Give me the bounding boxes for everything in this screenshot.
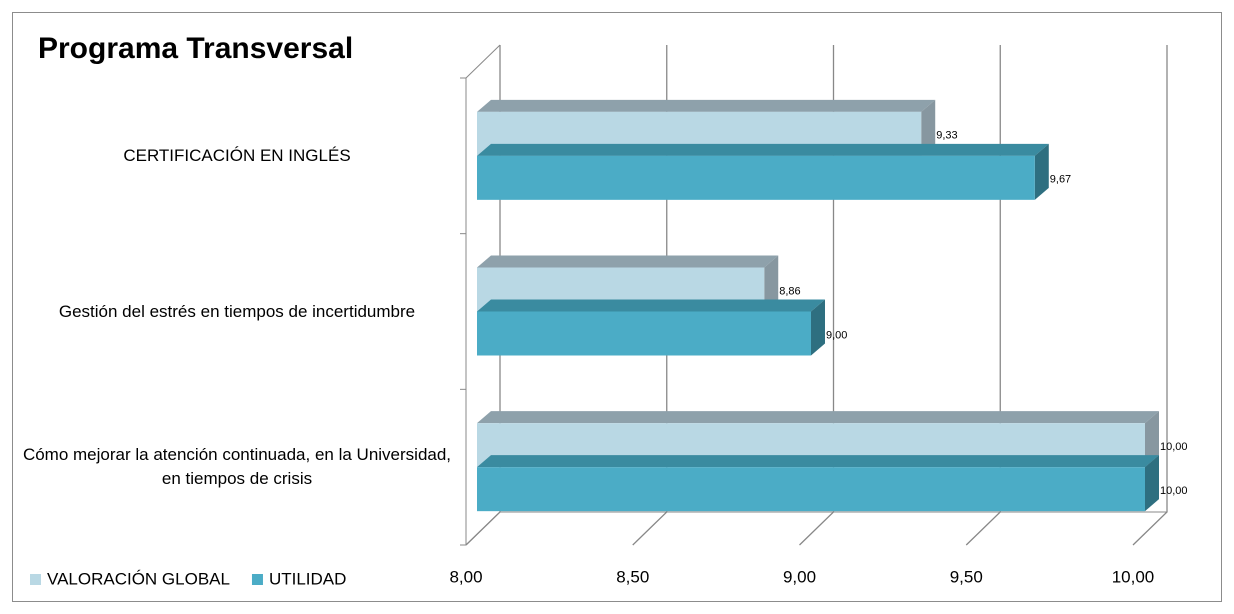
- bar-side: [921, 99, 936, 156]
- value-label: 10,00: [1160, 441, 1188, 453]
- grid-line: [465, 45, 501, 546]
- bar-top: [477, 255, 779, 268]
- bar-side: [1034, 143, 1049, 200]
- value-label: 9,00: [826, 329, 847, 341]
- bar-side: [1145, 455, 1159, 512]
- bar-side: [811, 299, 825, 356]
- y-tick-label: Gestión del estrés en tiempos de incerti…: [58, 301, 416, 321]
- y-tick-label: CERTIFICACIÓN EN INGLÉS: [123, 145, 351, 165]
- value-label: 8,86: [779, 285, 800, 297]
- y-tick-label: Cómo mejorar la atención continuada, en …: [22, 445, 452, 489]
- bar: [477, 467, 1145, 512]
- bar-top: [477, 455, 1159, 468]
- bar-top: [477, 99, 936, 112]
- legend-label: UTILIDAD: [269, 569, 346, 588]
- wall-edge: [465, 44, 501, 79]
- grid-line: [632, 45, 668, 546]
- bar: [477, 311, 811, 356]
- bar-top: [477, 411, 1159, 424]
- value-label: 9,33: [936, 130, 957, 142]
- legend-swatch: [251, 574, 263, 585]
- x-tick-label: 8,00: [449, 567, 482, 586]
- bar-side: [764, 255, 779, 312]
- bar: [477, 155, 1035, 200]
- x-tick-label: 8,50: [616, 567, 649, 586]
- bar-top: [477, 299, 825, 312]
- grid-line: [1132, 45, 1168, 546]
- grid-line: [799, 45, 835, 546]
- x-tick-label: 9,50: [950, 567, 983, 586]
- chart-title: Programa Transversal: [38, 32, 353, 65]
- grid-line: [965, 45, 1001, 546]
- x-tick-label: 10,00: [1112, 567, 1155, 586]
- value-label: 10,00: [1160, 485, 1188, 497]
- x-tick-label: 9,00: [783, 567, 816, 586]
- bar-top: [477, 143, 1049, 156]
- value-label: 9,67: [1050, 174, 1071, 186]
- bar-side: [1145, 411, 1159, 468]
- legend-label: VALORACIÓN GLOBAL: [47, 569, 230, 588]
- legend-swatch: [30, 574, 41, 585]
